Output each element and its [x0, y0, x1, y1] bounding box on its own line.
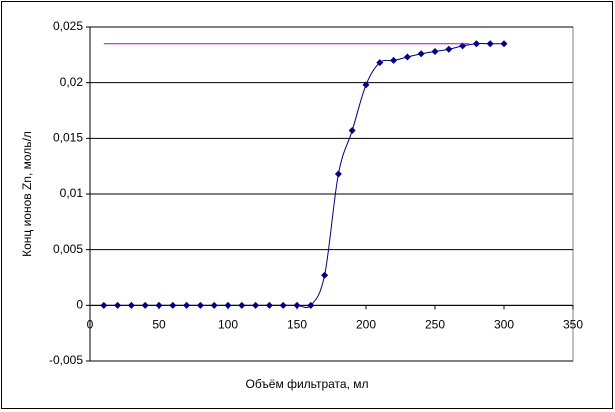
data-point: [486, 40, 494, 48]
data-point: [100, 301, 108, 309]
data-point: [445, 45, 453, 53]
x-tick-label: 250: [425, 318, 445, 332]
x-tick-label: 150: [287, 318, 307, 332]
data-point: [196, 301, 204, 309]
data-point: [279, 301, 287, 309]
data-point: [417, 50, 425, 58]
y-tick-label: 0: [76, 298, 83, 312]
data-point: [114, 301, 122, 309]
y-tick-label: 0,025: [53, 19, 83, 33]
data-point: [224, 301, 232, 309]
data-point: [210, 301, 218, 309]
data-point: [362, 81, 370, 89]
data-point: [293, 301, 301, 309]
data-point: [321, 271, 329, 279]
data-point: [141, 301, 149, 309]
data-point: [169, 301, 177, 309]
data-point: [155, 301, 163, 309]
y-tick-label: 0,02: [60, 75, 84, 89]
x-tick-label: 200: [356, 318, 376, 332]
data-point: [431, 47, 439, 55]
data-point: [500, 40, 508, 48]
x-axis-label: Объём фильтрата, мл: [246, 377, 369, 391]
y-tick-label: -0,005: [49, 353, 83, 367]
data-point: [252, 301, 260, 309]
data-point: [183, 301, 191, 309]
x-tick-label: 50: [152, 318, 166, 332]
data-point: [334, 170, 342, 178]
x-tick-label: 300: [494, 318, 514, 332]
data-point: [403, 53, 411, 61]
data-point: [376, 59, 384, 67]
y-tick-label: 0,005: [53, 242, 83, 256]
x-tick-label: 0: [87, 318, 94, 332]
y-tick-label: 0,015: [53, 131, 83, 145]
x-tick-label: 100: [218, 318, 238, 332]
data-point: [238, 301, 246, 309]
y-tick-label: 0,01: [60, 186, 84, 200]
x-tick-label: 350: [563, 318, 583, 332]
data-point: [390, 56, 398, 64]
data-point: [348, 127, 356, 135]
data-point: [307, 301, 315, 309]
data-point: [472, 40, 480, 48]
y-axis-label: Конц ионов Zn, моль/л: [20, 131, 34, 257]
data-point: [265, 301, 273, 309]
data-point: [127, 301, 135, 309]
